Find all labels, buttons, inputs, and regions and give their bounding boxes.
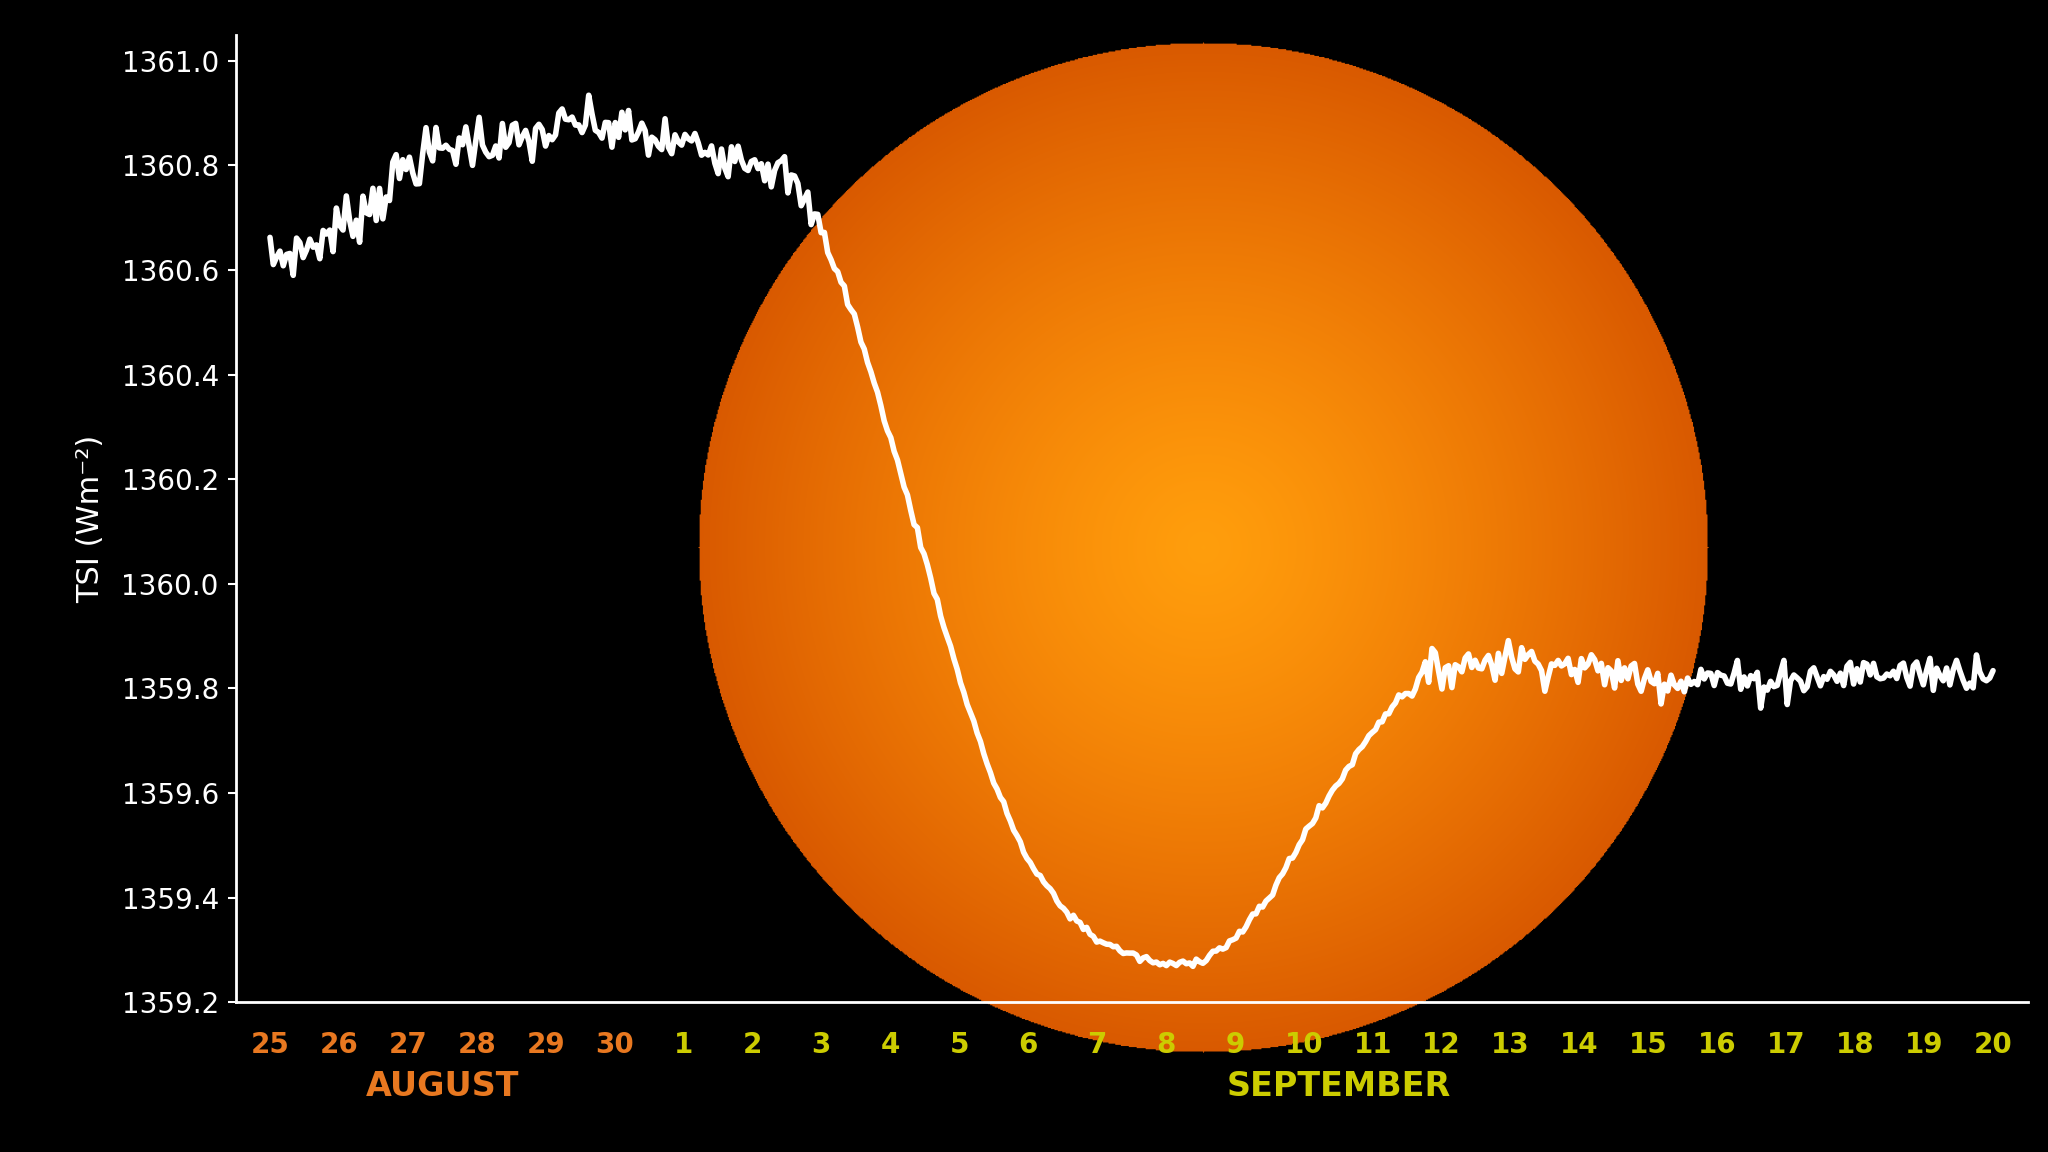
Text: 10: 10 [1284, 1031, 1323, 1059]
Text: 12: 12 [1423, 1031, 1460, 1059]
Text: SEPTEMBER: SEPTEMBER [1227, 1070, 1450, 1104]
Text: 27: 27 [389, 1031, 428, 1059]
Y-axis label: TSI (Wm⁻²): TSI (Wm⁻²) [76, 434, 104, 602]
Text: 17: 17 [1767, 1031, 1806, 1059]
Text: 1: 1 [674, 1031, 692, 1059]
Text: 29: 29 [526, 1031, 565, 1059]
Text: 28: 28 [457, 1031, 496, 1059]
Text: 4: 4 [881, 1031, 899, 1059]
Text: 14: 14 [1561, 1031, 1599, 1059]
Text: 13: 13 [1491, 1031, 1530, 1059]
Text: 18: 18 [1835, 1031, 1874, 1059]
Text: 15: 15 [1628, 1031, 1667, 1059]
Text: 5: 5 [950, 1031, 969, 1059]
Text: 6: 6 [1018, 1031, 1038, 1059]
Text: 30: 30 [596, 1031, 635, 1059]
Text: 8: 8 [1157, 1031, 1176, 1059]
Text: 19: 19 [1905, 1031, 1944, 1059]
Text: 7: 7 [1087, 1031, 1106, 1059]
Text: 26: 26 [319, 1031, 358, 1059]
Text: 9: 9 [1225, 1031, 1245, 1059]
Text: 20: 20 [1974, 1031, 2013, 1059]
Text: 3: 3 [811, 1031, 831, 1059]
Text: 11: 11 [1354, 1031, 1393, 1059]
Text: 2: 2 [743, 1031, 762, 1059]
Text: 16: 16 [1698, 1031, 1737, 1059]
Text: 25: 25 [250, 1031, 289, 1059]
Text: AUGUST: AUGUST [367, 1070, 518, 1104]
